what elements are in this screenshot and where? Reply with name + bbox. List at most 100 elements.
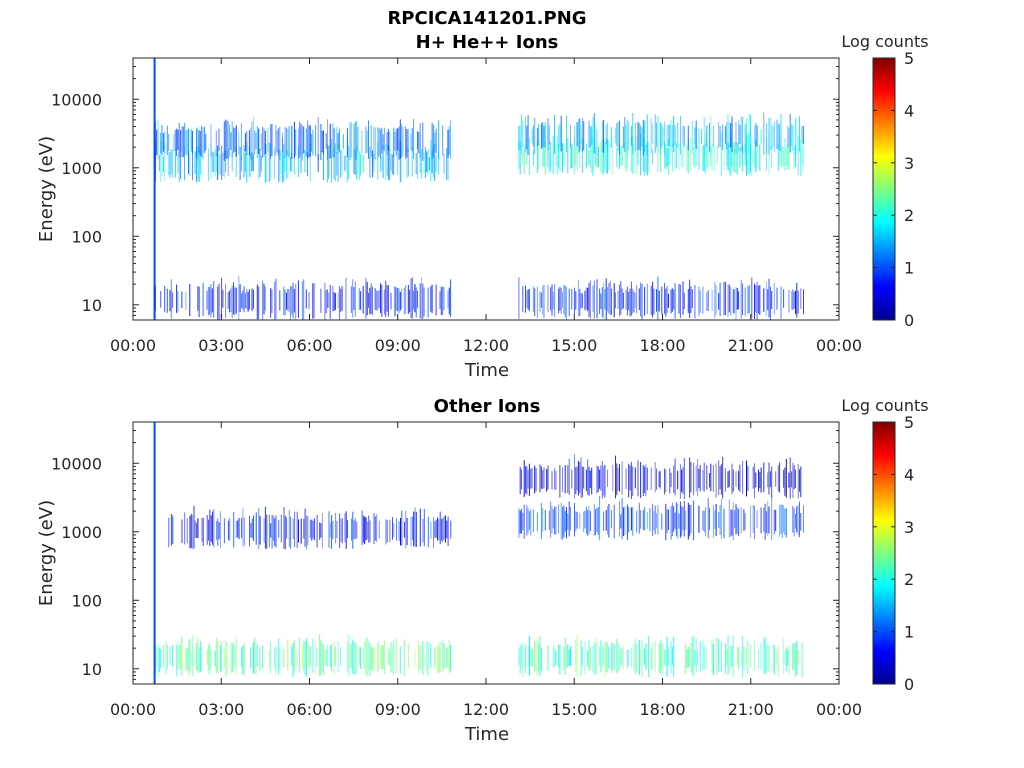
spectrogram-streak — [759, 144, 761, 171]
spectrogram-streak — [714, 510, 716, 529]
spectrogram-streak — [317, 117, 319, 160]
spectrogram-streak — [174, 129, 176, 151]
spectrogram-streak — [358, 288, 360, 310]
spectrogram-streak — [256, 644, 258, 667]
spectrogram-streak — [576, 466, 578, 491]
spectrogram-streak — [418, 132, 420, 154]
spectrogram-streak — [768, 645, 770, 672]
spectrogram-streak — [769, 117, 771, 151]
spectrogram-streak — [690, 461, 692, 493]
spectrogram-streak — [333, 148, 335, 180]
spectrogram-streak — [274, 648, 276, 668]
spectrogram-streak — [555, 470, 557, 490]
spectrogram-streak — [797, 464, 799, 499]
spectrogram-streak — [192, 147, 193, 181]
spectrogram-streak — [740, 507, 742, 534]
spectrogram-streak — [636, 510, 638, 533]
spectrogram-streak — [399, 141, 401, 183]
spectrogram-streak — [703, 144, 705, 172]
spectrogram-streak — [324, 282, 326, 320]
spectrogram-streak — [642, 510, 644, 530]
spectrogram-streak — [417, 131, 418, 150]
spectrogram-streak — [644, 648, 646, 666]
spectrogram-streak — [259, 516, 261, 545]
spectrogram-streak — [368, 640, 369, 673]
spectrogram-streak — [393, 127, 395, 157]
spectrogram-streak — [657, 505, 659, 535]
spectrogram-streak — [525, 466, 526, 494]
spectrogram-streak — [720, 464, 722, 495]
axis-ticks: 00:00 03:00 06:00 09:00 12:00 15:00 18:00 21:00… — [51, 421, 862, 719]
spectrogram-streak — [250, 153, 252, 178]
spectrogram-streak — [666, 285, 668, 314]
spectrogram-streak — [351, 518, 352, 541]
spectrogram-streak — [197, 127, 199, 161]
spectrogram-streak — [358, 151, 360, 180]
spectrogram-streak — [331, 138, 332, 183]
spectrogram-streak — [380, 129, 381, 159]
spectrogram-streak — [670, 640, 672, 673]
spectrogram-streak — [172, 515, 174, 544]
spectrogram-streak — [378, 289, 380, 308]
spectrogram-streak — [577, 119, 579, 154]
spectrogram-streak — [539, 291, 541, 312]
spectrogram-streak — [587, 650, 589, 667]
spectrogram-streak — [779, 505, 781, 537]
spectrogram-streak — [619, 464, 620, 492]
spectrogram-streak — [642, 144, 644, 172]
spectrogram-streak — [619, 142, 620, 169]
spectrogram-streak — [160, 291, 162, 308]
spectrogram-streak — [372, 150, 373, 178]
spectrogram-streak — [689, 279, 691, 318]
spectrogram-streak — [759, 471, 761, 489]
spectrogram-streak — [344, 155, 346, 171]
spectrogram-streak — [405, 285, 407, 314]
spectrogram-streak — [605, 510, 607, 531]
spectrogram-streak — [620, 514, 622, 529]
spectrogram-streak — [438, 519, 440, 540]
spectrogram-streak — [558, 644, 560, 668]
spectrogram-streak — [442, 125, 444, 156]
spectrogram-streak — [626, 504, 628, 540]
spectrogram-streak — [736, 142, 738, 175]
spectrogram-streak — [800, 140, 802, 177]
spectrogram-streak — [580, 640, 582, 676]
spectrogram-streak — [605, 138, 607, 174]
spectrogram-streak — [564, 637, 566, 675]
colorbar-tick-label: 5 — [904, 49, 914, 68]
spectrogram-streak — [297, 280, 299, 318]
spectrogram-streak — [437, 517, 438, 541]
spectrogram-streak — [736, 507, 738, 534]
spectrogram-streak — [613, 283, 615, 318]
spectrogram-streak — [714, 146, 716, 171]
spectrogram-streak — [615, 455, 616, 499]
spectrogram-streak — [732, 635, 734, 677]
spectrogram-streak — [190, 514, 192, 548]
spectrogram-streak — [221, 277, 223, 319]
spectrogram-streak — [340, 149, 342, 178]
spectrogram-streak — [238, 518, 240, 539]
spectrogram-streak — [636, 285, 638, 314]
spectrogram-streak — [369, 287, 371, 315]
spectrogram-streak — [734, 510, 736, 529]
spectrogram-streak — [646, 643, 648, 669]
spectrogram-streak — [170, 149, 172, 175]
spectrogram-streak — [349, 643, 351, 669]
spectrogram-streak — [621, 648, 623, 666]
spectrogram-streak — [559, 465, 561, 498]
spectrogram-streak — [350, 643, 352, 669]
spectrogram-streak — [334, 646, 336, 666]
spectrogram-streak — [703, 462, 705, 492]
spectrogram-streak — [703, 510, 705, 533]
spectrogram-streak — [580, 125, 582, 144]
spectrogram-streak — [552, 645, 554, 668]
spectrogram-streak — [290, 516, 292, 549]
spectrogram-streak — [793, 291, 795, 309]
spectrogram-streak — [528, 463, 530, 496]
spectrogram-streak — [585, 506, 587, 534]
spectrogram-streak — [534, 288, 536, 317]
spectrogram-streak — [653, 511, 655, 531]
spectrogram-streak — [619, 501, 620, 537]
spectrogram-streak — [415, 153, 417, 174]
